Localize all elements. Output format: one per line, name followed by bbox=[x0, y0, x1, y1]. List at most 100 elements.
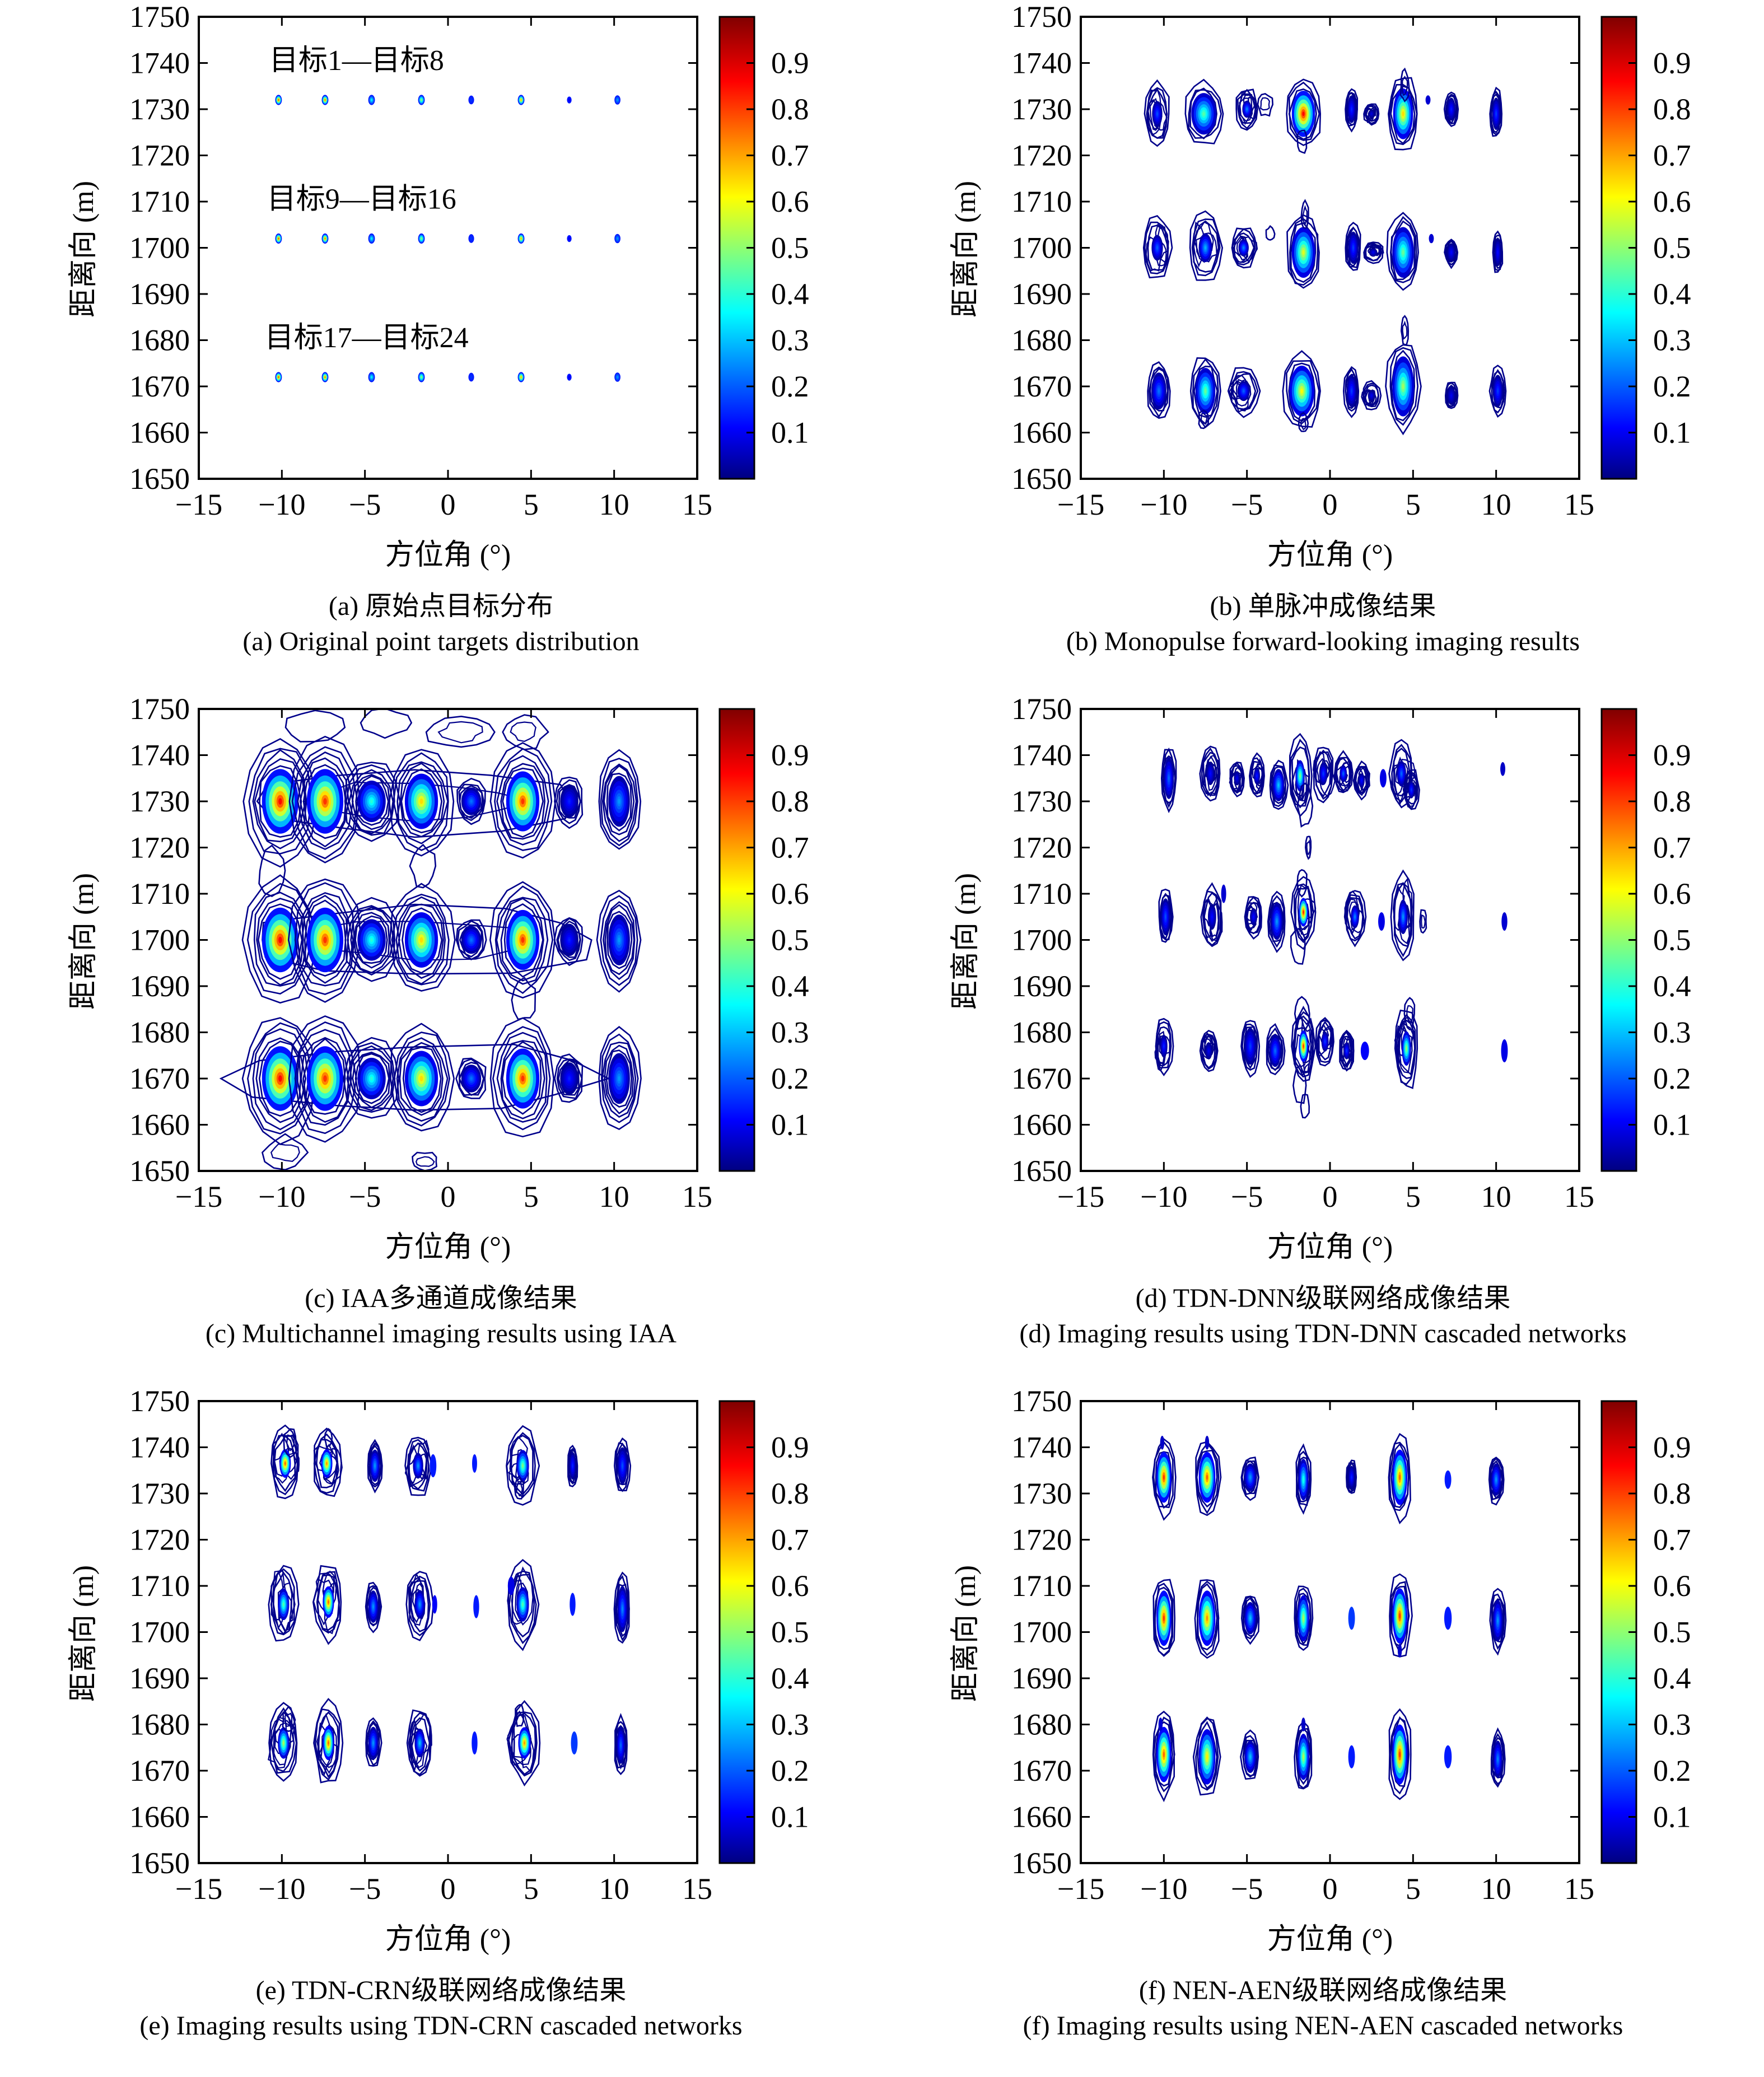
x-tick-label: 10 bbox=[1481, 1180, 1511, 1213]
y-tick-label: 1730 bbox=[129, 1477, 190, 1510]
contour-blob bbox=[1227, 367, 1261, 418]
contour-blob bbox=[242, 738, 318, 868]
colorbar-tick-label: 0.1 bbox=[1653, 1800, 1691, 1834]
contour-blob bbox=[288, 1015, 362, 1143]
contour-blob bbox=[473, 1595, 479, 1618]
contour-blobs bbox=[1152, 1432, 1507, 1803]
colorbar-tick-label: 0.7 bbox=[1653, 831, 1691, 865]
contour-blob bbox=[1229, 762, 1245, 797]
y-tick-label: 1680 bbox=[129, 1708, 190, 1742]
contour-blob bbox=[456, 777, 486, 825]
colorbar-tick-label: 0.1 bbox=[771, 1800, 809, 1834]
y-tick-label: 1720 bbox=[1011, 831, 1072, 865]
colorbar-tick-label: 0.7 bbox=[771, 1523, 809, 1557]
x-tick-label: 0 bbox=[441, 1180, 456, 1213]
contour-blob bbox=[1490, 1727, 1506, 1788]
contour-blob bbox=[343, 1037, 400, 1119]
y-tick-label: 1700 bbox=[129, 231, 190, 265]
contour-blob bbox=[409, 843, 437, 889]
colorbar-tick-label: 0.1 bbox=[1653, 416, 1691, 450]
y-tick-label: 1750 bbox=[129, 0, 190, 34]
y-tick-label: 1720 bbox=[129, 1523, 190, 1557]
contour-blob bbox=[1296, 782, 1314, 828]
contour-blob bbox=[1501, 912, 1508, 931]
contour-blob bbox=[1300, 1093, 1310, 1119]
contour-blob bbox=[275, 95, 282, 105]
contour-blob bbox=[418, 233, 425, 244]
x-tick-label: 15 bbox=[682, 1180, 712, 1213]
contour-blob bbox=[1348, 1745, 1355, 1768]
plot-area-e: −15 −10 −5 0 5 10 15 1650 1660 1670 1680 1690 1700 17… bbox=[129, 1384, 809, 1906]
x-tick-label: 15 bbox=[1564, 488, 1594, 521]
contour-blob bbox=[517, 233, 525, 244]
contour-blob bbox=[313, 1698, 344, 1784]
colorbar-tick-label: 0.9 bbox=[771, 1431, 809, 1464]
y-tick-label: 1690 bbox=[1011, 277, 1072, 311]
y-tick-label: 1710 bbox=[1011, 877, 1072, 911]
y-tick-label: 1700 bbox=[1011, 923, 1072, 957]
contour-blob bbox=[1429, 234, 1434, 244]
contour-blob bbox=[468, 372, 474, 382]
contour-blob bbox=[598, 1026, 642, 1130]
y-tick-label: 1680 bbox=[1011, 1016, 1072, 1049]
contour-blob bbox=[321, 95, 329, 105]
contour-blob bbox=[1199, 745, 1221, 802]
contour-blob bbox=[1363, 103, 1380, 126]
x-tick-label: −10 bbox=[1140, 1180, 1187, 1213]
y-tick-label: 1670 bbox=[1011, 1754, 1072, 1787]
x-tick-label: −5 bbox=[349, 488, 381, 521]
colorbar-tick-label: 0.5 bbox=[1653, 923, 1691, 957]
y-tick-label: 1730 bbox=[1011, 1477, 1072, 1510]
caption-zh-f: (f) NEN-AEN级联网络成像结果 bbox=[1138, 1976, 1508, 2005]
colorbar-tick-label: 0.5 bbox=[771, 1616, 809, 1649]
contour-blob bbox=[1298, 412, 1309, 432]
y-tick-label: 1740 bbox=[1011, 739, 1072, 772]
x-axis-label: 方位角 (°) bbox=[385, 1231, 511, 1263]
contour-blob bbox=[412, 1151, 437, 1171]
contour-blob bbox=[368, 372, 375, 382]
colorbar: 0.1 0.2 0.3 0.4 0.5 0.6 0.7 0.8 0.9 bbox=[718, 1400, 809, 1864]
contour-blob bbox=[430, 1454, 437, 1478]
axes: −15 −10 −5 0 5 10 15 1650 1660 1670 1680 1690 1700 17… bbox=[129, 692, 712, 1213]
panel-e: 距离向 (m) −15 −10 −5 0 5 10 15 1650 1660 1670 1680 16… bbox=[0, 1384, 882, 2076]
contour-blob bbox=[368, 233, 375, 244]
contour-blob bbox=[1257, 93, 1274, 117]
colorbar-tick-label: 0.7 bbox=[1653, 139, 1691, 172]
contour-blob bbox=[1244, 896, 1263, 940]
contour-blob bbox=[1296, 869, 1308, 898]
contour-blob bbox=[1301, 1717, 1306, 1731]
colorbar-tick-label: 0.6 bbox=[1653, 1569, 1691, 1603]
contour-blob bbox=[1378, 912, 1385, 931]
contour-blob bbox=[365, 1717, 382, 1767]
contour-blob bbox=[1199, 1029, 1219, 1072]
y-tick-label: 1730 bbox=[1011, 92, 1072, 126]
contour-blob bbox=[390, 1023, 455, 1132]
contour-blob bbox=[1500, 762, 1505, 776]
x-tick-label: 5 bbox=[524, 488, 539, 521]
contour-blob bbox=[241, 874, 319, 1004]
y-tick-label: 1700 bbox=[1011, 231, 1072, 265]
contour-blob bbox=[1160, 1435, 1165, 1450]
y-tick-label: 1720 bbox=[129, 831, 190, 865]
contour-blob bbox=[1142, 215, 1173, 279]
contour-blob bbox=[312, 1565, 342, 1645]
colorbar: 0.1 0.2 0.3 0.4 0.5 0.6 0.7 0.8 0.9 bbox=[718, 708, 809, 1172]
panel-c: 距离向 (m) −15 −10 −5 0 5 10 15 1650 1660 1670 1680 16… bbox=[0, 692, 882, 1384]
contour-blob bbox=[614, 95, 620, 105]
y-tick-label: 1670 bbox=[1011, 370, 1072, 403]
y-tick-label: 1660 bbox=[129, 1108, 190, 1142]
contour-blob bbox=[1488, 365, 1507, 418]
contour-blob bbox=[1387, 77, 1418, 151]
contour-blob bbox=[507, 1576, 515, 1595]
x-tick-label: −5 bbox=[1231, 488, 1263, 521]
colorbar-tick-label: 0.2 bbox=[1653, 1754, 1691, 1787]
colorbar-tick-label: 0.4 bbox=[1653, 277, 1691, 311]
contour-blob bbox=[1195, 1441, 1222, 1516]
caption-en-f: (f) Imaging results using NEN-AEN cascad… bbox=[1023, 2011, 1623, 2041]
contour-blob bbox=[613, 1437, 632, 1492]
contour-blob bbox=[1240, 1729, 1259, 1780]
y-tick-label: 1750 bbox=[1011, 0, 1072, 34]
contour-blob bbox=[1189, 357, 1221, 428]
contour-blob bbox=[472, 1731, 478, 1755]
contour-blob bbox=[1235, 88, 1258, 131]
